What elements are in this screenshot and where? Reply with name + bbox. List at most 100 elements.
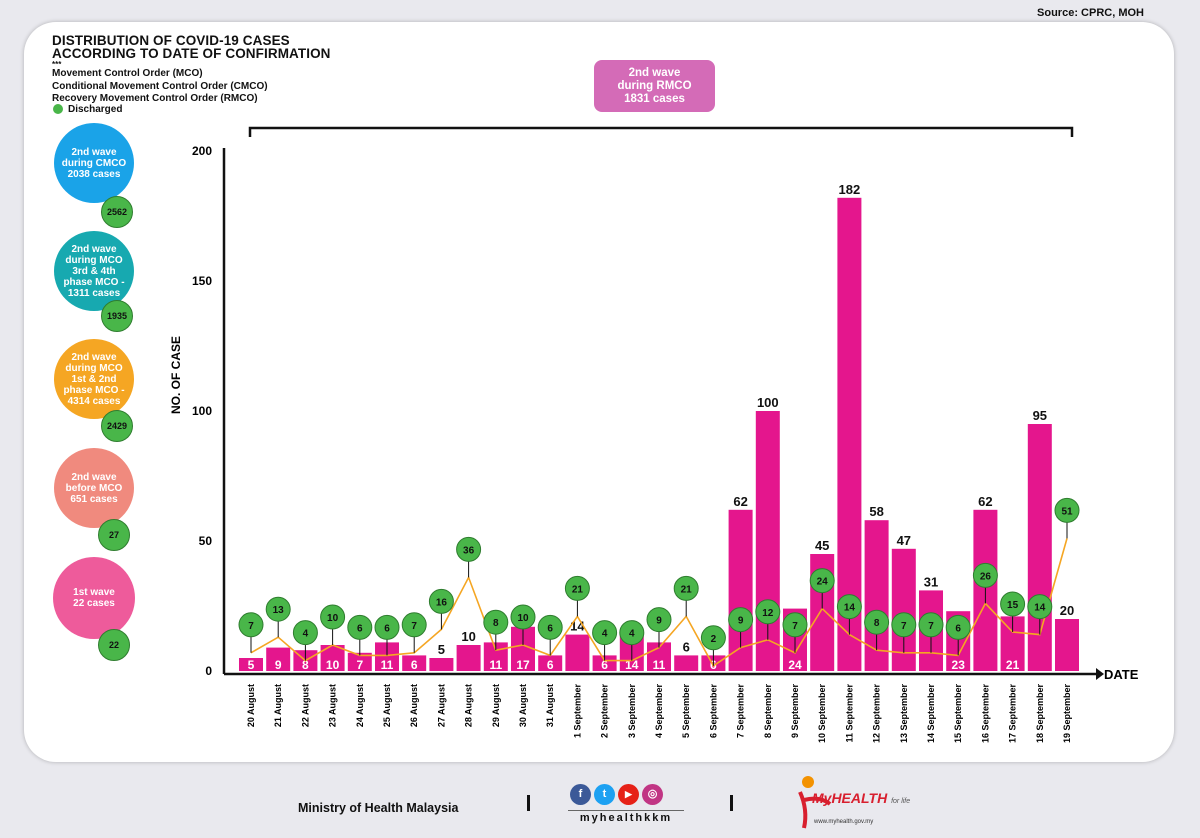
discharged-label-18: 2: [711, 634, 717, 645]
discharged-label-13: 21: [572, 584, 584, 595]
wave-circle-5-line-1: 1st wave: [73, 587, 115, 598]
discharged-marker-30: [1027, 594, 1053, 620]
x-tick-25: 13 September: [899, 684, 909, 744]
discharged-label-21: 7: [792, 621, 798, 632]
x-tick-31: 19 September: [1062, 684, 1072, 744]
twitter-icon[interactable]: t: [594, 784, 615, 805]
wave-discharged-badge-5: 22: [98, 629, 130, 661]
bar-label-28: 62: [978, 494, 992, 509]
discharged-marker-29: [1000, 591, 1026, 617]
discharged-label-16: 9: [656, 616, 662, 627]
discharged-marker-24: [864, 609, 890, 635]
x-tick-15: 3 September: [627, 684, 637, 739]
bar-label-19: 62: [733, 494, 747, 509]
x-tick-12: 31 August: [545, 684, 555, 727]
wave-circle-4-line-2: before MCO: [65, 482, 123, 494]
wave-circle-1-line-2: during CMCO: [61, 157, 127, 169]
x-tick-22: 10 September: [817, 684, 827, 744]
discharged-label-6: 6: [384, 623, 390, 634]
wave-circle-3-line-1: 2nd wave: [71, 351, 117, 363]
discharged-marker-31: [1054, 497, 1080, 523]
discharged-marker-2: [265, 596, 291, 622]
x-tick-20: 8 September: [763, 684, 773, 739]
discharged-marker-10: [483, 609, 509, 635]
facebook-icon[interactable]: f: [570, 784, 591, 805]
bar-label-5: 7: [356, 658, 363, 672]
wave-discharged-badge-1: 2562: [101, 196, 133, 228]
social-handle: myhealthkkm: [568, 810, 684, 824]
discharged-label-7: 7: [411, 621, 417, 632]
discharged-label-22: 24: [817, 577, 829, 588]
x-tick-5: 24 August: [355, 684, 365, 727]
bar-label-6: 11: [381, 658, 394, 672]
legend-marker: ***: [52, 60, 62, 69]
x-tick-24: 12 September: [872, 684, 882, 744]
footer-separator-2: [730, 795, 733, 811]
bar-label-14: 6: [601, 658, 608, 672]
x-tick-11: 30 August: [518, 684, 528, 727]
bar-label-17: 6: [683, 639, 690, 654]
discharged-label-30: 14: [1034, 603, 1046, 614]
instagram-icon[interactable]: ◎: [642, 784, 663, 805]
bar-label-22: 45: [815, 538, 829, 553]
discharged-marker-23: [836, 594, 862, 620]
legend-mco: Movement Control Order (MCO): [52, 68, 203, 79]
legend-rmco: Recovery Movement Control Order (RMCO): [52, 93, 258, 104]
wave-circle-4-line-1: 2nd wave: [71, 471, 117, 483]
source-note: Source: CPRC, MOH: [1037, 7, 1144, 19]
x-tick-4: 23 August: [328, 684, 338, 727]
bar-label-23: 182: [839, 182, 861, 197]
discharged-label-8: 16: [436, 597, 448, 608]
wave-circle-3-line-3: 1st & 2nd: [71, 373, 117, 385]
wave-circle-2-line-5: 1311 cases: [67, 287, 121, 299]
discharged-label-29: 15: [1007, 600, 1019, 611]
rmco-bracket: [248, 126, 1074, 137]
discharged-marker-5: [347, 614, 373, 640]
bar-label-29: 21: [1006, 658, 1020, 672]
rmco-line-1: 2nd wave: [628, 66, 681, 79]
wave-discharged-badge-3: 2429: [101, 410, 133, 442]
wave-circle-3-line-2: during MCO: [65, 362, 123, 374]
bar-label-31: 20: [1060, 603, 1074, 618]
bar-label-11: 17: [516, 658, 530, 672]
brand-url: www.myhealth.gov.my: [814, 819, 874, 825]
x-tick-26: 14 September: [926, 684, 936, 744]
bar-8: [429, 658, 454, 671]
rmco-line-2: during RMCO: [617, 79, 692, 92]
bar-7: [402, 655, 427, 671]
x-tick-19: 7 September: [736, 684, 746, 739]
discharged-label-19: 9: [738, 616, 744, 627]
myhealth-logo: [798, 776, 832, 829]
rmco-wave-box: 2nd wave during RMCO 1831 cases: [594, 60, 715, 112]
rmco-line-3: 1831 cases: [624, 92, 685, 105]
x-tick-23: 11 September: [844, 684, 854, 743]
bar-label-4: 10: [326, 658, 340, 672]
discharged-label-26: 7: [928, 621, 934, 632]
discharged-marker-25: [891, 612, 917, 638]
discharged-marker-22: [809, 568, 835, 594]
wave-circle-2: 2nd wave during MCO 3rd & 4th phase MCO -13…: [54, 231, 134, 311]
wave-circle-3-line-4: phase MCO -: [63, 384, 125, 396]
wave-circle-2-line-1: 2nd wave: [71, 243, 117, 255]
discharged-marker-28: [972, 562, 998, 588]
wave-circle-2-line-3: 3rd & 4th: [72, 265, 116, 277]
discharged-marker-7: [401, 612, 427, 638]
bar-13: [565, 634, 590, 671]
bar-label-2: 9: [275, 658, 282, 672]
bar-label-24: 58: [869, 504, 883, 519]
bar-label-8: 5: [438, 642, 445, 657]
x-tick-30: 18 September: [1035, 684, 1045, 744]
discharged-marker-26: [918, 612, 944, 638]
x-axis-label: DATE: [1104, 667, 1139, 682]
ministry-label: Ministry of Health Malaysia: [298, 801, 459, 815]
youtube-icon[interactable]: ▶: [618, 784, 639, 805]
x-tick-28: 16 September: [980, 684, 990, 744]
wave-circle-4-line-3: 651 cases: [70, 493, 118, 505]
x-tick-14: 2 September: [600, 684, 610, 739]
y-tick-100: 100: [192, 404, 212, 418]
discharged-marker-1: [238, 612, 264, 638]
discharged-label-10: 8: [493, 618, 499, 629]
x-tick-29: 17 September: [1008, 684, 1018, 744]
title-line-2: ACCORDING TO DATE OF CONFIRMATION: [52, 46, 331, 61]
wave-circle-5: 1st wave 22 cases: [53, 557, 135, 639]
